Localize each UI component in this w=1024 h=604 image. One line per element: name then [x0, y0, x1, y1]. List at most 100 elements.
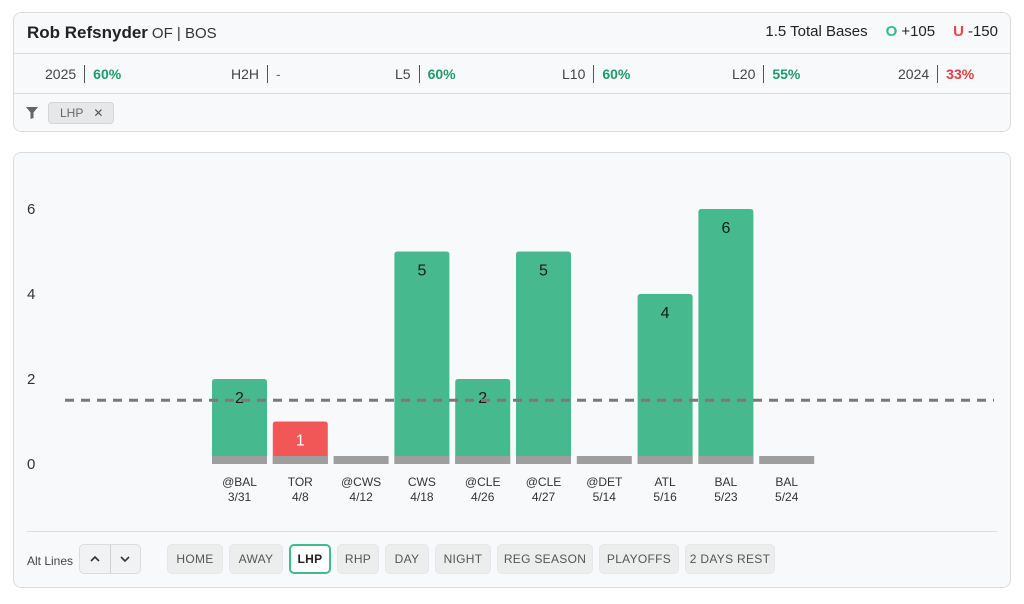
- stat-label: 2024: [898, 66, 930, 82]
- prop-label: 1.5 Total Bases: [765, 23, 868, 40]
- x-tick-date: 4/26: [471, 490, 495, 504]
- stat-value: 55%: [772, 66, 801, 82]
- chart-controls: Alt Lines HOME AWAY LHP RHP DAY NIGHT RE…: [27, 531, 997, 588]
- bar-value-label: 2: [235, 390, 244, 407]
- filter-button-away[interactable]: AWAY: [229, 544, 283, 574]
- x-tick-date: 4/12: [349, 490, 373, 504]
- x-tick-date: 5/14: [593, 490, 617, 504]
- bar-value-label: 5: [539, 263, 548, 280]
- stat-divider: [84, 65, 86, 83]
- stat-divider: [418, 65, 420, 83]
- filter-chip-lhp: LHP ✕: [48, 102, 115, 124]
- x-tick-opponent: @DET: [586, 475, 623, 489]
- x-tick-date: 5/16: [653, 490, 677, 504]
- x-tick-date: 3/31: [228, 490, 252, 504]
- alt-lines-label: Alt Lines: [27, 554, 74, 568]
- player-header-row: Rob Refsnyder OF | BOS 1.5 Total Bases O …: [14, 13, 1010, 54]
- chevron-down-icon: [120, 556, 130, 563]
- bar: [272, 421, 328, 464]
- over-label: O: [885, 23, 898, 40]
- bar-value-label: 6: [721, 220, 730, 237]
- player-name: Rob Refsnyder: [27, 23, 148, 42]
- x-tick-opponent: @BAL: [222, 475, 257, 489]
- filter-button-playoffs[interactable]: PLAYOFFS: [599, 544, 679, 574]
- bar-base: [759, 456, 815, 464]
- stat-divider: [267, 65, 269, 83]
- stat-label: 2025: [45, 66, 77, 82]
- stat-divider: [593, 65, 595, 83]
- filter-row: LHP ✕: [14, 93, 1010, 133]
- bar-base: [272, 456, 328, 464]
- stat-h2h[interactable]: H2H -: [231, 65, 281, 83]
- filter-icon[interactable]: [26, 107, 38, 119]
- stat-value: 33%: [946, 66, 975, 82]
- alt-line-up-button[interactable]: [80, 545, 110, 573]
- filter-button-reg-season[interactable]: REG SEASON: [497, 544, 593, 574]
- bar: [637, 294, 693, 464]
- chart-card: 0 2 4 6 2 @BAL 3/31 1 TOR 4/8 @CWS 4/12 5 CWS 4/18 2 @CL…: [13, 152, 1011, 588]
- stat-value: 60%: [93, 66, 122, 82]
- filter-button-day[interactable]: DAY: [385, 544, 429, 574]
- bar-base: [212, 456, 267, 464]
- x-tick-opponent: TOR: [288, 475, 313, 489]
- stat-divider: [937, 65, 939, 83]
- x-tick-date: 5/24: [775, 490, 799, 504]
- stat-value: 60%: [427, 66, 456, 82]
- filter-button-night[interactable]: NIGHT: [435, 544, 491, 574]
- stat-label: L10: [562, 66, 586, 82]
- stat-2024[interactable]: 2024 33%: [898, 65, 974, 83]
- x-tick-opponent: BAL: [715, 475, 738, 489]
- under-odds[interactable]: -150: [967, 23, 998, 40]
- alt-line-down-button[interactable]: [109, 545, 141, 573]
- prop-line: 1.5 Total Bases O +105 U -150: [765, 23, 998, 40]
- player-name-block: Rob Refsnyder OF | BOS: [27, 23, 217, 43]
- x-tick-opponent: @CWS: [341, 475, 381, 489]
- filter-button-rhp[interactable]: RHP: [337, 544, 379, 574]
- under-label: U: [953, 23, 964, 40]
- x-tick-date: 4/27: [532, 490, 556, 504]
- stat-2025[interactable]: 2025 60%: [45, 65, 121, 83]
- bar-base: [637, 456, 693, 464]
- bar-base: [698, 456, 754, 464]
- player-header-card: Rob Refsnyder OF | BOS 1.5 Total Bases O …: [13, 12, 1011, 132]
- x-tick-opponent: @CLE: [526, 475, 562, 489]
- bar-value-label: 2: [478, 390, 487, 407]
- bar-value-label: 4: [661, 305, 670, 322]
- x-tick-opponent: CWS: [408, 475, 436, 489]
- stat-l5[interactable]: L5 60%: [395, 65, 456, 83]
- stat-value: -: [276, 66, 281, 82]
- hit-rate-stats-row: 2025 60% H2H - L5 60% L10 60% L20 55% 2024 33%: [14, 53, 1010, 94]
- over-odds[interactable]: +105: [901, 23, 936, 40]
- stat-label: H2H: [231, 66, 260, 82]
- bar: [394, 251, 450, 464]
- filter-button-lhp[interactable]: LHP: [289, 544, 331, 574]
- bar: [516, 251, 571, 464]
- x-tick-date: 5/23: [714, 490, 738, 504]
- x-tick-opponent: @CLE: [465, 475, 501, 489]
- x-tick-date: 4/8: [292, 490, 309, 504]
- chevron-up-icon: [90, 555, 100, 562]
- y-tick-label: 2: [27, 371, 35, 388]
- bar-base: [394, 456, 450, 464]
- stat-value: 60%: [602, 66, 631, 82]
- filter-button-2-days-rest[interactable]: 2 DAYS REST: [685, 544, 775, 574]
- player-position-team: OF | BOS: [151, 25, 217, 42]
- stat-l10[interactable]: L10 60%: [562, 65, 630, 83]
- filter-button-home[interactable]: HOME: [167, 544, 223, 574]
- bar-value-label: 5: [417, 263, 426, 280]
- stat-l20[interactable]: L20 55%: [732, 65, 800, 83]
- bar-base: [516, 456, 571, 464]
- stat-divider: [763, 65, 765, 83]
- close-icon[interactable]: ✕: [93, 106, 104, 120]
- bar-base: [333, 456, 389, 464]
- alt-lines-stepper: [79, 544, 141, 574]
- filter-chip-label: LHP: [60, 106, 84, 120]
- stat-label: L20: [732, 66, 756, 82]
- y-tick-label: 0: [27, 456, 35, 473]
- bar: [698, 209, 754, 464]
- x-tick-date: 4/18: [410, 490, 434, 504]
- bar-base: [455, 456, 511, 464]
- bar-value-label: 1: [296, 433, 305, 450]
- y-tick-label: 6: [27, 201, 35, 218]
